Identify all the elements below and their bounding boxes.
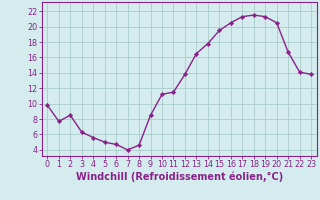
X-axis label: Windchill (Refroidissement éolien,°C): Windchill (Refroidissement éolien,°C) [76,172,283,182]
